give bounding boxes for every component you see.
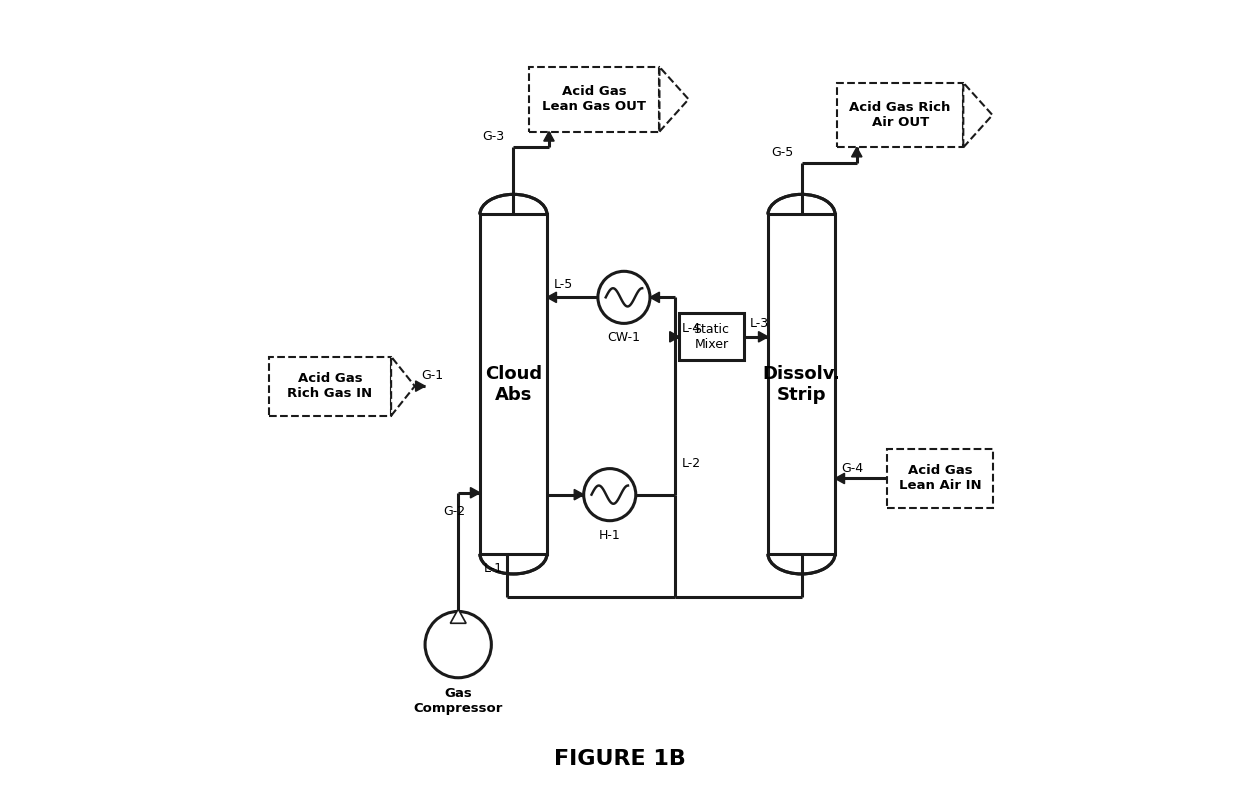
Text: G-3: G-3	[482, 131, 503, 143]
Polygon shape	[759, 332, 768, 342]
Circle shape	[598, 272, 650, 323]
Polygon shape	[574, 489, 584, 500]
Polygon shape	[670, 332, 680, 342]
Text: L-1: L-1	[484, 562, 503, 575]
Text: Acid Gas Rich
Air OUT: Acid Gas Rich Air OUT	[849, 101, 951, 129]
Text: H-1: H-1	[599, 528, 620, 542]
Text: L-2: L-2	[682, 456, 701, 470]
Text: Static
Mixer: Static Mixer	[693, 323, 729, 351]
Text: Gas
Compressor: Gas Compressor	[413, 687, 503, 715]
Ellipse shape	[768, 194, 835, 234]
Circle shape	[425, 611, 491, 678]
Text: G-1: G-1	[422, 369, 443, 383]
Bar	[480, 215, 547, 554]
Text: Acid Gas
Rich Gas IN: Acid Gas Rich Gas IN	[288, 372, 372, 400]
FancyBboxPatch shape	[529, 67, 660, 131]
Text: G-5: G-5	[771, 147, 794, 159]
Polygon shape	[852, 147, 862, 157]
Polygon shape	[547, 292, 557, 303]
Polygon shape	[835, 474, 844, 484]
Polygon shape	[391, 356, 415, 416]
FancyBboxPatch shape	[887, 449, 993, 508]
FancyBboxPatch shape	[837, 82, 963, 147]
Text: G-2: G-2	[443, 505, 465, 518]
Circle shape	[584, 469, 636, 520]
Polygon shape	[470, 488, 480, 498]
Polygon shape	[963, 82, 992, 147]
Ellipse shape	[768, 534, 835, 574]
Text: FIGURE 1B: FIGURE 1B	[554, 749, 686, 769]
Text: Cloud
Abs: Cloud Abs	[485, 365, 542, 404]
Text: L-3: L-3	[750, 318, 769, 330]
Text: Dissolv.
Strip: Dissolv. Strip	[763, 365, 841, 404]
Text: L-4: L-4	[682, 322, 701, 336]
FancyBboxPatch shape	[680, 313, 744, 360]
Text: CW-1: CW-1	[608, 331, 640, 345]
Polygon shape	[650, 292, 660, 303]
Text: Acid Gas
Lean Air IN: Acid Gas Lean Air IN	[899, 464, 981, 493]
Ellipse shape	[480, 194, 547, 234]
Text: L-5: L-5	[553, 278, 573, 291]
Polygon shape	[660, 67, 688, 131]
Polygon shape	[450, 609, 466, 623]
Bar	[768, 215, 835, 554]
Polygon shape	[544, 131, 554, 141]
Ellipse shape	[480, 534, 547, 574]
FancyBboxPatch shape	[269, 356, 391, 416]
Polygon shape	[415, 381, 425, 391]
Text: Acid Gas
Lean Gas OUT: Acid Gas Lean Gas OUT	[542, 86, 646, 113]
Text: G-4: G-4	[842, 462, 863, 474]
